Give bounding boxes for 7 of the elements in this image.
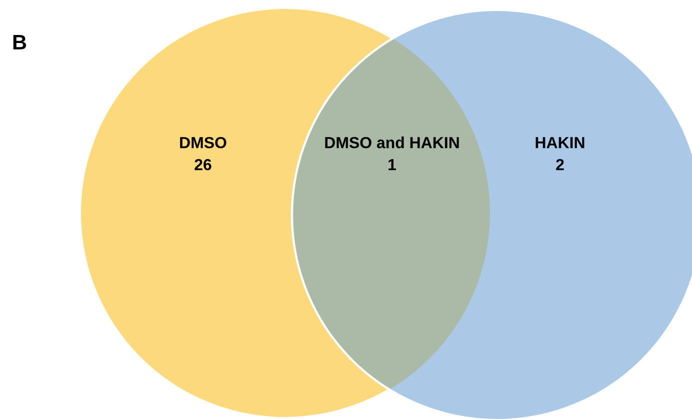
text: B (13, 35, 26, 50)
category-label: HAKIN (536, 137, 584, 148)
data-label: 2 (556, 158, 564, 170)
category-label: DMSO (180, 136, 226, 148)
data-label: 1 (388, 159, 396, 170)
data-label: 26 (194, 158, 212, 170)
category-label: DMSO and HAKIN (325, 136, 459, 148)
